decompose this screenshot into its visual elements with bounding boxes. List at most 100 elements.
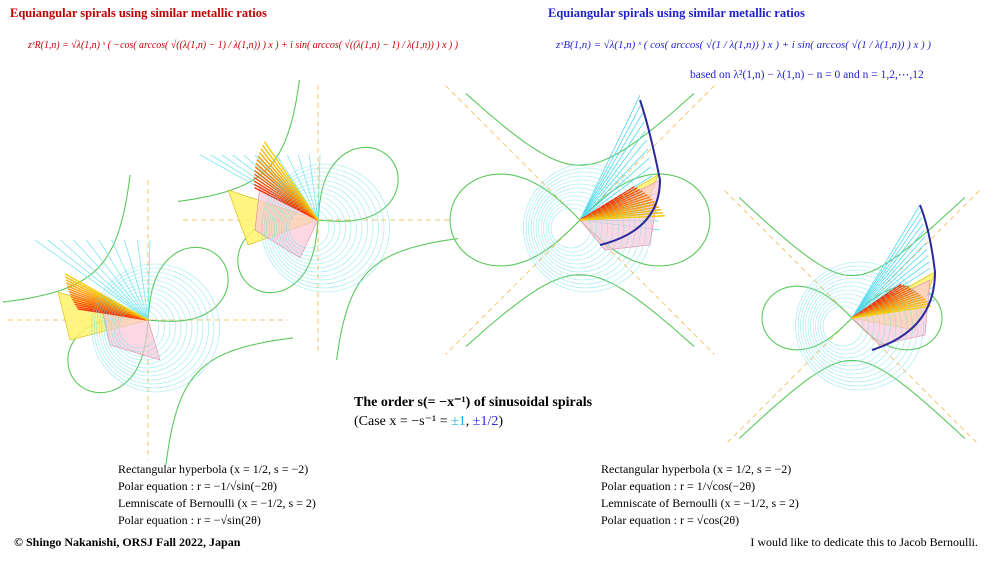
hyperbola (177, 79, 300, 202)
hyperbola (738, 197, 966, 277)
spiral-arc (523, 163, 652, 293)
spiral-arc (116, 303, 165, 353)
left-note: Rectangular hyperbola (x = 1/2, s = −2) (118, 462, 308, 476)
spiral-arc (283, 199, 341, 257)
left-formula: zˣR(1,n) = √λ(1,n) ˣ ( −cos( arccos( √((… (27, 39, 458, 51)
spiral-arc (795, 261, 924, 391)
right-note: Polar equation : r = √cos(2θ) (601, 513, 739, 527)
spiral-ray (851, 255, 929, 319)
left-note: Lemniscate of Bernoulli (x = −1/2, s = 2… (118, 496, 316, 510)
spiral-arc (535, 183, 625, 273)
spiral-arc (807, 281, 897, 371)
spiral-arc (266, 171, 379, 285)
left-title: Equiangular spirals using similar metall… (10, 6, 267, 20)
spiral-ray (136, 239, 149, 321)
spiral-arc (820, 301, 869, 351)
spiral-arc (800, 269, 913, 383)
spiral-ray (60, 239, 149, 321)
spiral-arc (113, 299, 171, 357)
spiral-arc (101, 279, 198, 377)
spiral-arc (268, 175, 374, 281)
spiral-edge (599, 99, 662, 246)
spiral-arc (805, 277, 902, 375)
spiral-arc (530, 175, 636, 281)
spiral-arc (797, 265, 919, 387)
spiral-ray (263, 141, 319, 221)
figures (2, 79, 980, 466)
case-text: ) (498, 414, 503, 429)
spiral-arc (810, 285, 891, 367)
spiral-arc (286, 203, 335, 253)
spiral-ray (317, 154, 321, 221)
spiral-arc (91, 263, 220, 393)
spiral-ray (47, 239, 149, 321)
spiral-arc (288, 207, 330, 249)
right-note: Rectangular hyperbola (x = 1/2, s = −2) (601, 462, 791, 476)
hyperbola (336, 238, 459, 361)
hyperbola (465, 274, 695, 347)
spiral-arc (96, 271, 209, 385)
spiral-ray (851, 223, 924, 319)
spiral-ray (111, 239, 149, 321)
spiral-arc (261, 163, 390, 293)
spiral-arc (276, 187, 357, 269)
spiral-arc (93, 267, 215, 389)
hyperbola (165, 337, 294, 466)
spiral-ray (579, 166, 651, 221)
spiral-ray (851, 211, 922, 319)
spiral-ray (851, 217, 923, 319)
spiral-arc (550, 207, 592, 249)
spiral-ray (286, 154, 319, 221)
spiral-arc (263, 167, 385, 289)
spiral-arc (103, 283, 193, 373)
hyperbola (465, 93, 695, 166)
spiral-arc (533, 179, 630, 277)
dedication: I would like to dedicate this to Jacob B… (750, 535, 978, 549)
case-value: ±1 (451, 414, 466, 429)
spiral-arc (817, 297, 875, 355)
spiral-arc (812, 289, 886, 363)
right-note: Lemniscate of Bernoulli (x = −1/2, s = 2… (601, 496, 799, 510)
case-value: ±1/2 (473, 414, 499, 429)
spiral-ray (579, 157, 650, 221)
spiral-arc (538, 187, 619, 269)
spiral-arc (118, 307, 160, 349)
right-note: based on λ²(1,n) − λ(1,n) − n = 0 and n … (690, 69, 924, 81)
copyright: © Shingo Nakanishi, ORSJ Fall 2022, Japa… (14, 535, 241, 549)
spiral-ray (579, 148, 649, 221)
spiral-ray (579, 121, 645, 221)
center-case: (Case x = −s⁻¹ = ±1, ±1/2) (354, 414, 503, 429)
spiral-arc (540, 191, 614, 265)
hyperbola (738, 359, 966, 439)
spiral-ray (851, 305, 932, 319)
left-note: Polar equation : r = −√sin(2θ) (118, 513, 261, 527)
spiral-ray (851, 249, 928, 319)
spiral-arc (548, 203, 597, 253)
spiral-ray (579, 112, 644, 221)
spiral-arc (802, 273, 908, 379)
spiral-ray (124, 239, 149, 321)
spiral-arc (106, 287, 187, 369)
spiral-arc (545, 199, 603, 257)
right-formula: zˣB(1,n) = √λ(1,n) ˣ ( cos( arccos( √(1 … (555, 39, 931, 51)
spiral-ray (851, 204, 921, 319)
center-title: The order s(= −x⁻¹) of sinusoidal spiral… (354, 395, 593, 410)
spiral-ray (73, 239, 149, 321)
spiral-arc (543, 195, 608, 261)
spiral-arc (278, 191, 352, 265)
spiral-ray (85, 239, 149, 321)
spiral-ray (297, 154, 319, 221)
left-note: Polar equation : r = −1/√sin(−2θ) (118, 479, 277, 493)
spiral-arc (525, 167, 647, 289)
spiral-ray (579, 130, 646, 221)
case-text: , (466, 414, 473, 429)
spiral-ray (579, 103, 642, 221)
spiral-edge (871, 204, 937, 351)
right-note: Polar equation : r = 1/√cos(−2θ) (601, 479, 755, 493)
spiral-arc (281, 195, 346, 261)
spiral-arc (111, 295, 176, 361)
spiral-ray (64, 273, 149, 321)
spiral-arc (98, 275, 204, 381)
case-text: (Case x = −s⁻¹ = (354, 414, 451, 429)
